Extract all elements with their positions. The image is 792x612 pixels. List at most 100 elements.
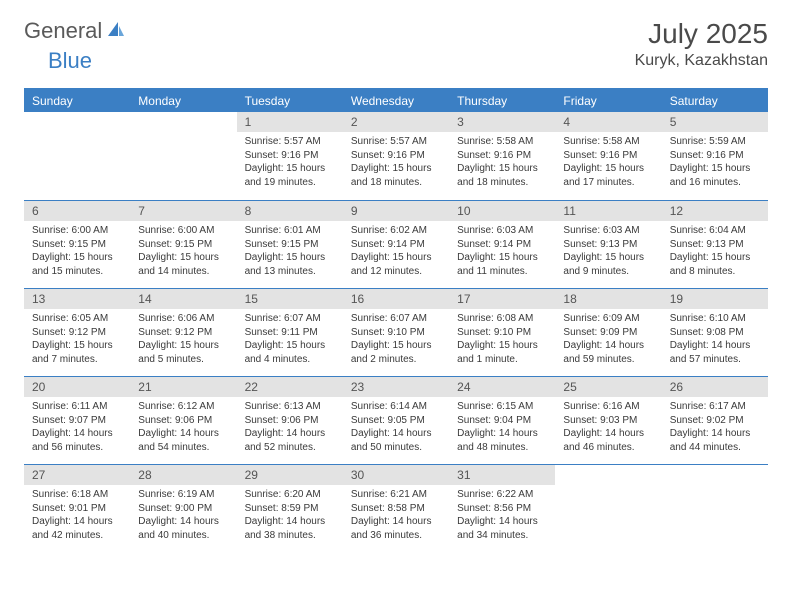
day-number: 12 [662, 201, 768, 221]
day-details: Sunrise: 6:11 AMSunset: 9:07 PMDaylight:… [24, 397, 130, 460]
sunset-line: Sunset: 9:05 PM [351, 414, 441, 428]
daylight-line: Daylight: 15 hours and 11 minutes. [457, 251, 547, 278]
weekday-header-row: SundayMondayTuesdayWednesdayThursdayFrid… [24, 90, 768, 112]
calendar-day-cell [555, 465, 661, 552]
daylight-line: Daylight: 15 hours and 19 minutes. [245, 162, 335, 189]
daylight-line: Daylight: 14 hours and 54 minutes. [138, 427, 228, 454]
daylight-line: Daylight: 14 hours and 42 minutes. [32, 515, 122, 542]
calendar-day-cell: 12Sunrise: 6:04 AMSunset: 9:13 PMDayligh… [662, 201, 768, 288]
sunrise-line: Sunrise: 6:10 AM [670, 312, 760, 326]
brand-logo: General [24, 18, 130, 44]
calendar-day-cell: 5Sunrise: 5:59 AMSunset: 9:16 PMDaylight… [662, 112, 768, 200]
daylight-line: Daylight: 14 hours and 48 minutes. [457, 427, 547, 454]
weeks-container: 1Sunrise: 5:57 AMSunset: 9:16 PMDaylight… [24, 112, 768, 552]
day-number: 25 [555, 377, 661, 397]
sunrise-line: Sunrise: 6:09 AM [563, 312, 653, 326]
day-number [24, 112, 130, 132]
sunrise-line: Sunrise: 6:03 AM [563, 224, 653, 238]
daylight-line: Daylight: 15 hours and 9 minutes. [563, 251, 653, 278]
sunrise-line: Sunrise: 6:15 AM [457, 400, 547, 414]
location-label: Kuryk, Kazakhstan [635, 52, 768, 70]
sunset-line: Sunset: 9:09 PM [563, 326, 653, 340]
day-number: 5 [662, 112, 768, 132]
sunrise-line: Sunrise: 6:20 AM [245, 488, 335, 502]
day-number: 10 [449, 201, 555, 221]
calendar-day-cell: 30Sunrise: 6:21 AMSunset: 8:58 PMDayligh… [343, 465, 449, 552]
calendar-day-cell: 7Sunrise: 6:00 AMSunset: 9:15 PMDaylight… [130, 201, 236, 288]
day-details: Sunrise: 6:05 AMSunset: 9:12 PMDaylight:… [24, 309, 130, 372]
sunset-line: Sunset: 9:03 PM [563, 414, 653, 428]
calendar-day-cell: 1Sunrise: 5:57 AMSunset: 9:16 PMDaylight… [237, 112, 343, 200]
daylight-line: Daylight: 14 hours and 34 minutes. [457, 515, 547, 542]
sunset-line: Sunset: 9:11 PM [245, 326, 335, 340]
brand-word2: Blue [48, 48, 92, 73]
daylight-line: Daylight: 15 hours and 7 minutes. [32, 339, 122, 366]
day-details: Sunrise: 6:19 AMSunset: 9:00 PMDaylight:… [130, 485, 236, 548]
sunset-line: Sunset: 9:02 PM [670, 414, 760, 428]
day-number: 27 [24, 465, 130, 485]
day-details: Sunrise: 5:57 AMSunset: 9:16 PMDaylight:… [237, 132, 343, 195]
calendar-day-cell: 21Sunrise: 6:12 AMSunset: 9:06 PMDayligh… [130, 377, 236, 464]
daylight-line: Daylight: 15 hours and 18 minutes. [457, 162, 547, 189]
sunset-line: Sunset: 9:06 PM [245, 414, 335, 428]
calendar-day-cell: 20Sunrise: 6:11 AMSunset: 9:07 PMDayligh… [24, 377, 130, 464]
daylight-line: Daylight: 15 hours and 13 minutes. [245, 251, 335, 278]
day-details: Sunrise: 6:13 AMSunset: 9:06 PMDaylight:… [237, 397, 343, 460]
weekday-header: Wednesday [343, 90, 449, 112]
sunset-line: Sunset: 9:16 PM [351, 149, 441, 163]
daylight-line: Daylight: 14 hours and 50 minutes. [351, 427, 441, 454]
day-number [555, 465, 661, 485]
calendar-day-cell: 25Sunrise: 6:16 AMSunset: 9:03 PMDayligh… [555, 377, 661, 464]
sunset-line: Sunset: 9:13 PM [563, 238, 653, 252]
day-number: 15 [237, 289, 343, 309]
day-number: 17 [449, 289, 555, 309]
daylight-line: Daylight: 14 hours and 38 minutes. [245, 515, 335, 542]
weekday-header: Saturday [662, 90, 768, 112]
sunrise-line: Sunrise: 5:58 AM [457, 135, 547, 149]
sunrise-line: Sunrise: 6:02 AM [351, 224, 441, 238]
sunrise-line: Sunrise: 5:59 AM [670, 135, 760, 149]
daylight-line: Daylight: 14 hours and 46 minutes. [563, 427, 653, 454]
calendar-day-cell: 2Sunrise: 5:57 AMSunset: 9:16 PMDaylight… [343, 112, 449, 200]
day-number: 31 [449, 465, 555, 485]
day-details: Sunrise: 5:58 AMSunset: 9:16 PMDaylight:… [449, 132, 555, 195]
daylight-line: Daylight: 15 hours and 2 minutes. [351, 339, 441, 366]
day-details: Sunrise: 6:12 AMSunset: 9:06 PMDaylight:… [130, 397, 236, 460]
sunrise-line: Sunrise: 5:57 AM [351, 135, 441, 149]
day-number: 16 [343, 289, 449, 309]
month-title: July 2025 [635, 18, 768, 50]
daylight-line: Daylight: 15 hours and 1 minute. [457, 339, 547, 366]
daylight-line: Daylight: 14 hours and 44 minutes. [670, 427, 760, 454]
sunrise-line: Sunrise: 6:17 AM [670, 400, 760, 414]
sunset-line: Sunset: 9:10 PM [457, 326, 547, 340]
day-details: Sunrise: 5:59 AMSunset: 9:16 PMDaylight:… [662, 132, 768, 195]
sunrise-line: Sunrise: 6:06 AM [138, 312, 228, 326]
calendar-day-cell: 16Sunrise: 6:07 AMSunset: 9:10 PMDayligh… [343, 289, 449, 376]
sunset-line: Sunset: 8:58 PM [351, 502, 441, 516]
sunset-line: Sunset: 9:15 PM [245, 238, 335, 252]
daylight-line: Daylight: 15 hours and 15 minutes. [32, 251, 122, 278]
sunset-line: Sunset: 9:08 PM [670, 326, 760, 340]
sunset-line: Sunset: 8:56 PM [457, 502, 547, 516]
weekday-header: Tuesday [237, 90, 343, 112]
weekday-header: Friday [555, 90, 661, 112]
day-number: 13 [24, 289, 130, 309]
calendar-week: 1Sunrise: 5:57 AMSunset: 9:16 PMDaylight… [24, 112, 768, 200]
sunset-line: Sunset: 9:07 PM [32, 414, 122, 428]
day-number: 30 [343, 465, 449, 485]
day-number: 8 [237, 201, 343, 221]
calendar-day-cell: 24Sunrise: 6:15 AMSunset: 9:04 PMDayligh… [449, 377, 555, 464]
calendar-week: 20Sunrise: 6:11 AMSunset: 9:07 PMDayligh… [24, 376, 768, 464]
sunrise-line: Sunrise: 5:58 AM [563, 135, 653, 149]
calendar-day-cell: 3Sunrise: 5:58 AMSunset: 9:16 PMDaylight… [449, 112, 555, 200]
sunrise-line: Sunrise: 5:57 AM [245, 135, 335, 149]
day-details: Sunrise: 6:18 AMSunset: 9:01 PMDaylight:… [24, 485, 130, 548]
calendar-week: 27Sunrise: 6:18 AMSunset: 9:01 PMDayligh… [24, 464, 768, 552]
calendar-day-cell: 8Sunrise: 6:01 AMSunset: 9:15 PMDaylight… [237, 201, 343, 288]
day-number: 2 [343, 112, 449, 132]
day-number: 19 [662, 289, 768, 309]
sunset-line: Sunset: 9:16 PM [670, 149, 760, 163]
day-number [130, 112, 236, 132]
calendar-day-cell: 19Sunrise: 6:10 AMSunset: 9:08 PMDayligh… [662, 289, 768, 376]
day-details: Sunrise: 6:04 AMSunset: 9:13 PMDaylight:… [662, 221, 768, 284]
